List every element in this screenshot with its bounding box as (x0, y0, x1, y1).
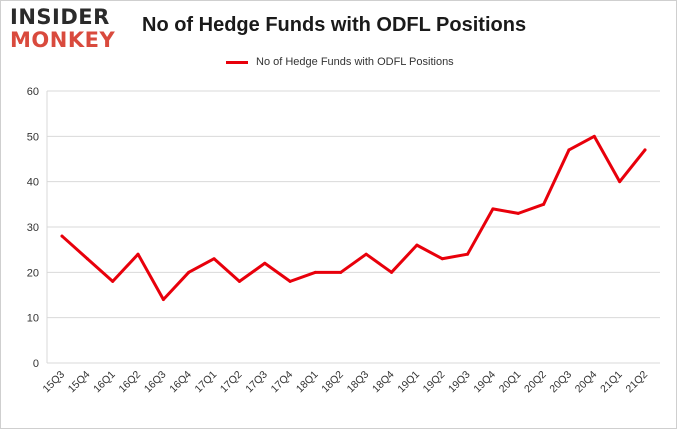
data-point (288, 279, 292, 283)
data-point (592, 134, 596, 138)
x-tick-label: 17Q1 (193, 369, 220, 396)
data-point (263, 261, 267, 265)
logo-line-1: INSIDER (10, 5, 110, 29)
x-tick-label: 16Q4 (167, 369, 194, 396)
data-point (491, 207, 495, 211)
x-tick-label: 15Q4 (66, 369, 93, 396)
data-point (237, 279, 241, 283)
data-point (60, 234, 64, 238)
data-point (187, 270, 191, 274)
x-tick-label: 20Q4 (573, 369, 600, 396)
x-tick-label: 19Q4 (471, 369, 498, 396)
x-tick-label: 21Q1 (598, 369, 625, 396)
data-point (390, 270, 394, 274)
x-tick-label: 16Q3 (142, 369, 169, 396)
logo-line-2: MONKEY (10, 28, 116, 52)
insider-monkey-logo: INSIDER MONKEY (10, 6, 128, 56)
legend-swatch (226, 60, 248, 64)
data-point (516, 211, 520, 215)
x-tick-label: 16Q1 (91, 369, 118, 396)
x-tick-label: 21Q2 (623, 369, 650, 396)
data-point (542, 202, 546, 206)
chart-title: No of Hedge Funds with ODFL Positions (142, 14, 527, 36)
x-tick-label: 20Q3 (547, 369, 574, 396)
data-point (618, 180, 622, 184)
data-point (466, 252, 470, 256)
legend-label: No of Hedge Funds with ODFL Positions (256, 56, 454, 68)
data-point (364, 252, 368, 256)
x-tick-label: 15Q3 (40, 369, 67, 396)
data-point (567, 148, 571, 152)
data-point (161, 298, 165, 302)
x-tick-label: 18Q2 (319, 369, 346, 396)
y-tick-label: 20 (27, 267, 39, 279)
y-tick-label: 0 (33, 358, 39, 370)
y-tick-label: 40 (27, 177, 39, 189)
y-tick-label: 60 (27, 86, 39, 98)
data-point (313, 270, 317, 274)
y-tick-label: 10 (27, 313, 39, 325)
x-tick-label: 17Q3 (243, 369, 270, 396)
x-tick-label: 18Q3 (345, 369, 372, 396)
x-tick-label: 16Q2 (117, 369, 144, 396)
x-tick-label: 20Q2 (522, 369, 549, 396)
data-point (415, 243, 419, 247)
data-point (440, 257, 444, 261)
y-tick-label: 50 (27, 131, 39, 143)
data-point (643, 148, 647, 152)
x-tick-label: 17Q2 (218, 369, 245, 396)
x-tick-label: 18Q4 (370, 369, 397, 396)
x-tick-label: 19Q3 (446, 369, 473, 396)
series-line-0 (60, 134, 647, 302)
data-point (111, 279, 115, 283)
x-tick-label: 19Q2 (421, 369, 448, 396)
data-point (85, 257, 89, 261)
data-point (136, 252, 140, 256)
x-tick-label: 19Q1 (395, 369, 422, 396)
data-point (339, 270, 343, 274)
y-tick-label: 30 (27, 222, 39, 234)
data-point (212, 257, 216, 261)
x-tick-label: 18Q1 (294, 369, 321, 396)
x-tick-label: 20Q1 (497, 369, 524, 396)
chart-legend: No of Hedge Funds with ODFL Positions (226, 56, 454, 68)
x-tick-label: 17Q4 (269, 369, 296, 396)
